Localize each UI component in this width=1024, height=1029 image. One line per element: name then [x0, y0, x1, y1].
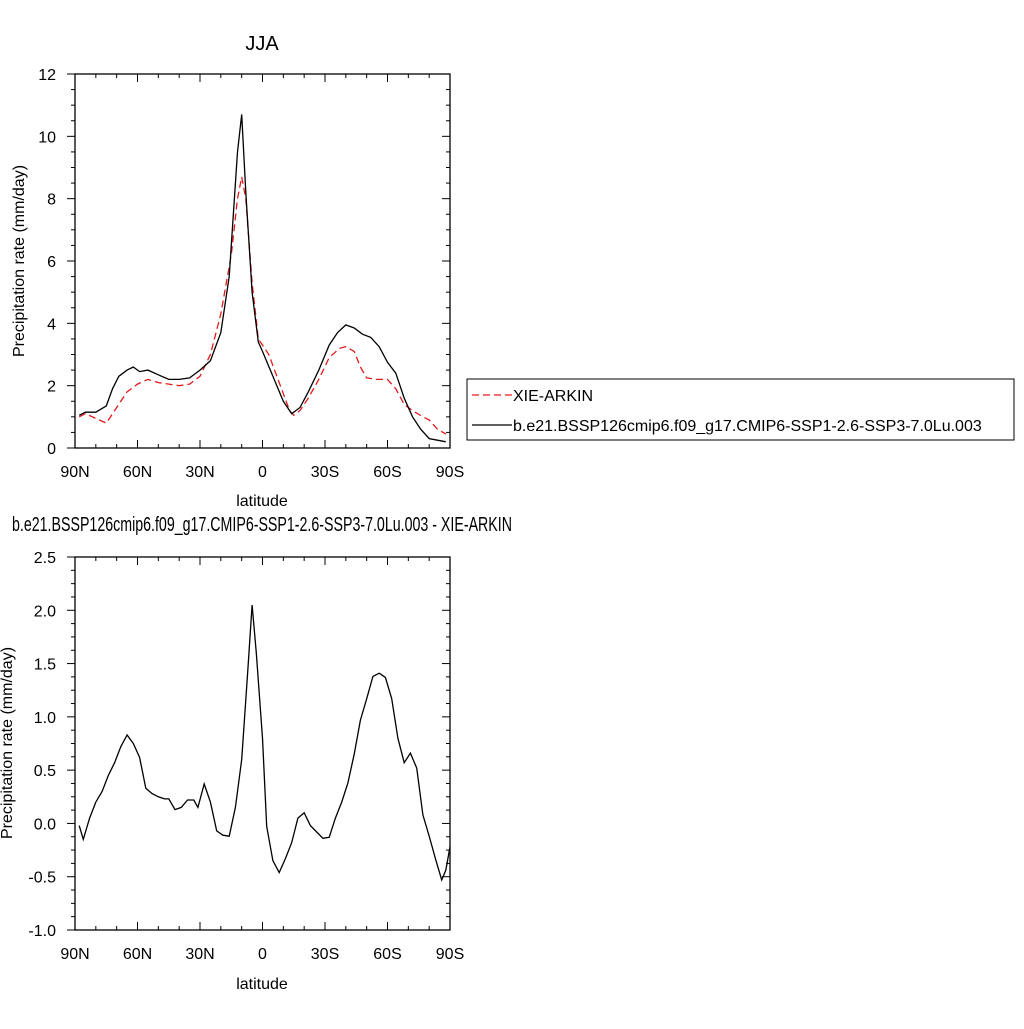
- x-tick-label: 30N: [185, 464, 214, 481]
- y-tick-label: 2.5: [34, 550, 56, 567]
- y-axis-label-bottom: Precipitation rate (mm/day): [0, 647, 16, 839]
- legend: XIE-ARKIN b.e21.BSSP126cmip6.f09_g17.CMI…: [466, 378, 1015, 441]
- y-tick-label: 1.5: [34, 657, 56, 674]
- series-line-model: [78, 114, 446, 443]
- x-tick-label: 30S: [311, 464, 339, 481]
- x-tick-label: 30N: [185, 946, 214, 963]
- x-tick-label: 60N: [123, 946, 152, 963]
- panel-climatology: JJA 90N 60N 30N 0 30S 60S 90S 0 2 4 6 8 10 12 latitud…: [11, 33, 464, 510]
- x-tick-label: 60S: [373, 464, 401, 481]
- x-tick-label: 0: [258, 946, 267, 963]
- series-line-model: [78, 604, 450, 882]
- legend-box: [466, 378, 1015, 441]
- x-tick-label: 60S: [373, 946, 401, 963]
- x-tick-label: 90N: [60, 946, 89, 963]
- x-tick-label: 90S: [436, 464, 464, 481]
- series-line-obs: [78, 176, 447, 435]
- y-tick-label: -0.5: [28, 870, 56, 887]
- y-tick-label: 2.0: [34, 603, 56, 620]
- x-tick-label: 90N: [60, 464, 89, 481]
- x-axis-label-bottom: latitude: [236, 976, 288, 993]
- y-tick-label: 4: [47, 316, 56, 333]
- chart-title-bottom: b.e21.BSSP126cmip6.f09_g17.CMIP6-SSP1-2.…: [12, 514, 512, 536]
- y-tick-label: 1.0: [34, 710, 56, 727]
- y-tick-label: -1.0: [28, 923, 56, 940]
- legend-label-obs: XIE-ARKIN: [513, 388, 593, 405]
- legend-label-model: b.e21.BSSP126cmip6.f09_g17.CMIP6-SSP1-2.…: [513, 418, 982, 435]
- y-tick-label: 10: [38, 129, 56, 146]
- y-tick-label: 12: [38, 67, 56, 84]
- series-lines-bottom: [78, 604, 450, 882]
- x-tick-label: 90S: [436, 946, 464, 963]
- y-tick-label: 0.0: [34, 816, 56, 833]
- y-tick-label: 8: [47, 192, 56, 209]
- chart-title-top: JJA: [245, 33, 279, 55]
- plot-frame-top: [74, 73, 451, 449]
- axis-ticks-top: 90N 60N 30N 0 30S 60S 90S 0 2 4 6 8 10 12: [38, 67, 464, 481]
- y-tick-label: 0.5: [34, 763, 56, 780]
- y-tick-label: 0: [47, 441, 56, 458]
- series-lines-top: [78, 114, 447, 443]
- panel-difference: b.e21.BSSP126cmip6.f09_g17.CMIP6-SSP1-2.…: [0, 514, 512, 993]
- y-axis-label-top: Precipitation rate (mm/day): [11, 165, 28, 357]
- x-tick-label: 0: [258, 464, 267, 481]
- y-tick-label: 2: [47, 379, 56, 396]
- x-axis-label-top: latitude: [236, 493, 288, 510]
- x-tick-label: 60N: [123, 464, 152, 481]
- x-tick-label: 30S: [311, 946, 339, 963]
- y-tick-label: 6: [47, 254, 56, 271]
- axis-ticks-bottom: 90N 60N 30N 0 30S 60S 90S -1.0 -0.5 0.0 0.5 1.0 1.5 2…: [28, 550, 464, 963]
